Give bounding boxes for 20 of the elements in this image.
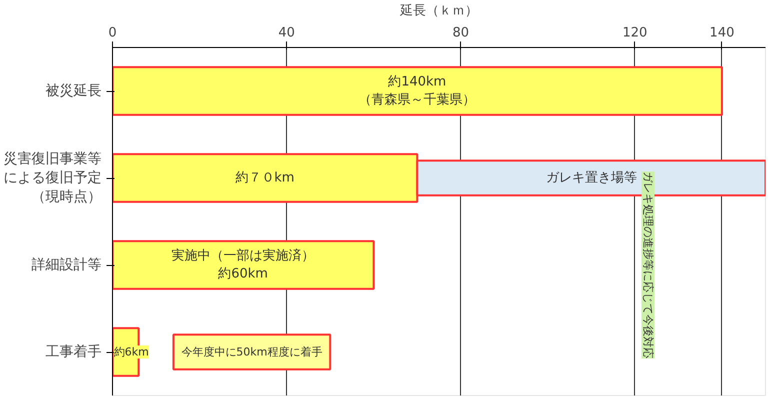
y-tick-label: 災害復旧事業等による復旧予定（現時点） — [4, 150, 102, 206]
y-tick-label: 被災延長 — [46, 83, 102, 99]
data-label: 実施中（一部は実施済）約60km — [172, 248, 315, 282]
x-tick-label: 80 — [452, 26, 470, 40]
bar — [112, 66, 723, 116]
data-label: 約７０km — [235, 170, 294, 186]
x-tick-label: 0 — [108, 26, 117, 40]
annotation: ガレキ処理の進捗等に応じて今後対応 — [641, 172, 654, 358]
x-tick-label: 120 — [622, 26, 648, 40]
data-label: 約140km（青森県～千葉県） — [358, 74, 476, 108]
y-tick-label: 詳細設計等 — [32, 257, 102, 273]
bar — [112, 240, 375, 290]
data-label: 今年度中に50km程度に着手 — [181, 346, 322, 358]
x-tick-label: 140 — [710, 26, 734, 40]
y-tick-label: 工事着手 — [46, 344, 102, 360]
x-axis-title: 延長（ｋｍ） — [399, 4, 478, 18]
data-label: ガレキ置き場等 — [546, 170, 637, 186]
bar — [172, 334, 332, 370]
data-label: 約6km — [114, 346, 149, 358]
x-tick-label: 40 — [278, 26, 295, 40]
